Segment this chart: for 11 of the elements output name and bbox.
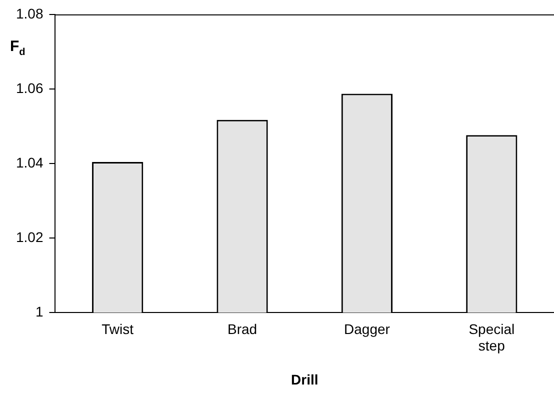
y-tick-label: 1.08 bbox=[16, 5, 44, 22]
y-tick-label: 1.06 bbox=[16, 80, 44, 96]
y-tick-label: 1.04 bbox=[16, 154, 44, 170]
y-axis-title: F$_{d}$ bbox=[10, 38, 26, 58]
y-tick-label: 1.02 bbox=[16, 228, 44, 245]
x-tick-label: Brad bbox=[227, 320, 258, 337]
x-axis-title: Drill bbox=[291, 371, 318, 388]
x-tick-label: Special step bbox=[468, 320, 515, 354]
x-tick-label: Dagger bbox=[344, 320, 390, 337]
y-tick-label: 1 bbox=[35, 303, 44, 320]
x-tick-label: Twist bbox=[102, 320, 134, 337]
